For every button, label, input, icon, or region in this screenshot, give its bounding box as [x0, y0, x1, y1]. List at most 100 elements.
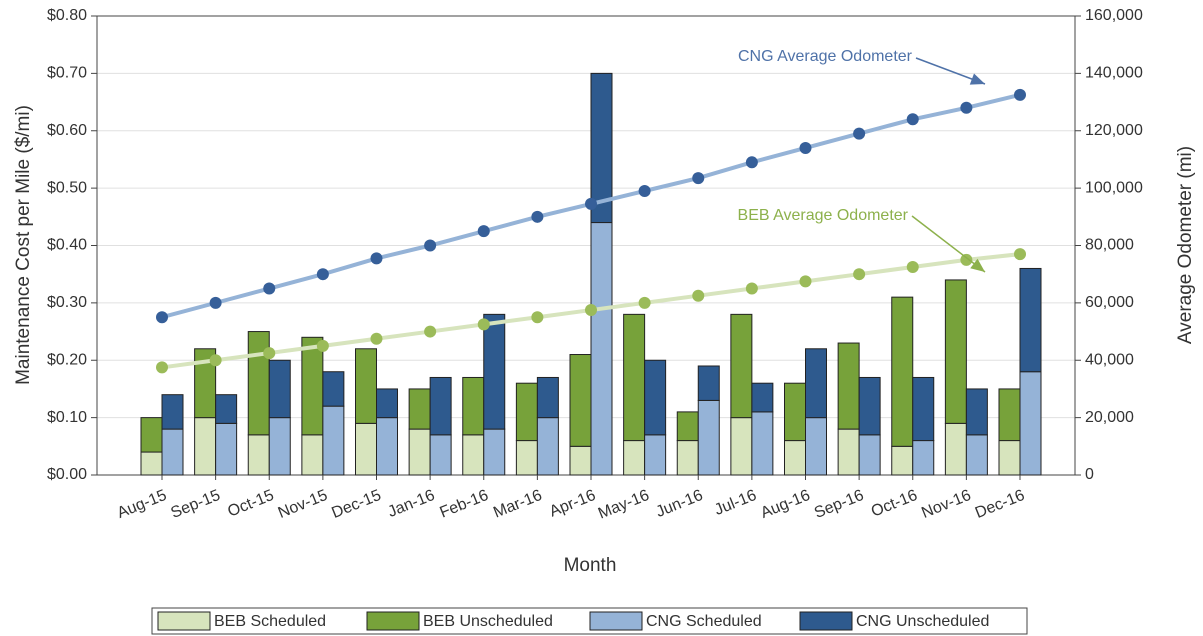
odometer-point: [156, 311, 168, 324]
x-tick-label: Apr-16: [547, 487, 598, 521]
x-tick-label: Dec-16: [973, 487, 1027, 522]
bar-segment: [429, 376, 452, 436]
odometer-point: [745, 282, 758, 295]
y2-axis-title: Average Odometer (mi): [1175, 146, 1196, 344]
odometer-point: [316, 339, 329, 352]
legend-label: CNG Scheduled: [646, 613, 762, 630]
odometer-point: [156, 361, 168, 374]
bar-segment: [784, 382, 806, 442]
bar-segment: [140, 451, 163, 476]
bar-segment: [268, 417, 291, 476]
legend-label: BEB Unscheduled: [423, 613, 553, 630]
bar-segment: [301, 434, 324, 476]
bar-segment: [161, 428, 184, 476]
odometer-point: [960, 253, 973, 266]
odometer-point: [638, 296, 651, 309]
bar-segment: [194, 348, 217, 419]
odometer-point: [960, 101, 973, 114]
bar-segment: [644, 359, 667, 436]
bar-segment: [376, 388, 398, 419]
line-label: BEB Average Odometer: [738, 207, 909, 224]
x-tick-label: Aug-16: [758, 487, 812, 522]
odometer-point: [638, 184, 651, 197]
bar-segment: [730, 417, 753, 476]
odometer-point: [1014, 88, 1026, 101]
odometer-point: [209, 354, 222, 367]
bar-segment: [161, 394, 184, 430]
odometer-point: [853, 127, 866, 140]
legend-swatch: [366, 611, 420, 631]
y2-tick-label: 120,000: [1085, 122, 1143, 139]
bar-segment: [322, 371, 345, 407]
bar-segment: [912, 440, 935, 476]
x-tick-label: Jul-16: [712, 487, 759, 519]
odometer-point: [316, 268, 329, 281]
bar-segment: [965, 388, 988, 436]
bar-segment: [998, 388, 1021, 442]
bar-segment: [784, 440, 806, 476]
bar-segment: [515, 382, 538, 442]
bar-segment: [623, 440, 646, 476]
bar-segment: [408, 428, 431, 476]
bar-segment: [858, 376, 881, 436]
x-tick-label: Aug-15: [115, 487, 169, 522]
bar-segment: [376, 417, 398, 476]
bar-segment: [891, 296, 914, 447]
bar-segment: [355, 348, 377, 424]
odometer-point: [477, 318, 490, 331]
odometer-point: [745, 156, 758, 169]
legend-label: CNG Unscheduled: [856, 613, 989, 630]
bar-segment: [569, 445, 592, 476]
bar-segment: [515, 440, 538, 476]
odometer-point: [906, 261, 919, 274]
bar-segment: [462, 376, 485, 436]
line-label: CNG Average Odometer: [738, 48, 913, 65]
x-tick-label: Feb-16: [437, 487, 490, 522]
x-tick-label: Sep-16: [812, 487, 866, 522]
bar-segment: [301, 336, 324, 436]
bar-segment: [751, 382, 774, 413]
bar-segment: [730, 313, 753, 419]
odometer-point: [424, 239, 437, 252]
y-tick-label: $0.10: [47, 409, 87, 426]
y2-tick-label: 0: [1085, 466, 1094, 483]
bar-segment: [322, 405, 345, 476]
y-tick-label: $0.60: [47, 122, 87, 139]
legend-label: BEB Scheduled: [214, 613, 326, 630]
bar-segment: [408, 388, 431, 430]
bar-segment: [676, 411, 699, 442]
y2-tick-label: 140,000: [1085, 65, 1143, 82]
odometer-point: [209, 296, 222, 309]
odometer-point: [692, 289, 705, 302]
bar-segment: [590, 222, 613, 476]
bar-segment: [1019, 371, 1042, 476]
y-tick-label: $0.20: [47, 351, 87, 368]
x-axis-title: Month: [564, 555, 617, 576]
odometer-point: [906, 113, 919, 126]
x-tick-label: Jan-16: [385, 487, 437, 521]
odometer-point: [692, 172, 705, 185]
odometer-point: [853, 268, 866, 281]
bar-segment: [858, 434, 881, 476]
label-arrowhead: [969, 73, 985, 85]
legend-box: [151, 607, 1028, 635]
bar-segment: [140, 417, 163, 453]
label-arrowhead: [970, 258, 985, 272]
bar-segment: [644, 434, 667, 476]
x-tick-label: Sep-15: [168, 487, 222, 522]
bar-segment: [215, 394, 238, 424]
y2-tick-label: 20,000: [1085, 409, 1134, 426]
y-tick-label: $0.70: [47, 65, 87, 82]
bar-segment: [676, 440, 699, 476]
odometer-point: [799, 275, 812, 288]
bar-segment: [965, 434, 988, 476]
y2-tick-label: 80,000: [1085, 237, 1134, 254]
odometer-point: [585, 197, 597, 210]
y-tick-label: $0.40: [47, 237, 87, 254]
bar-segment: [215, 422, 238, 476]
bar-segment: [623, 313, 646, 442]
x-tick-label: Oct-15: [225, 487, 276, 521]
bar-segment: [805, 417, 827, 476]
odometer-point: [799, 141, 812, 154]
